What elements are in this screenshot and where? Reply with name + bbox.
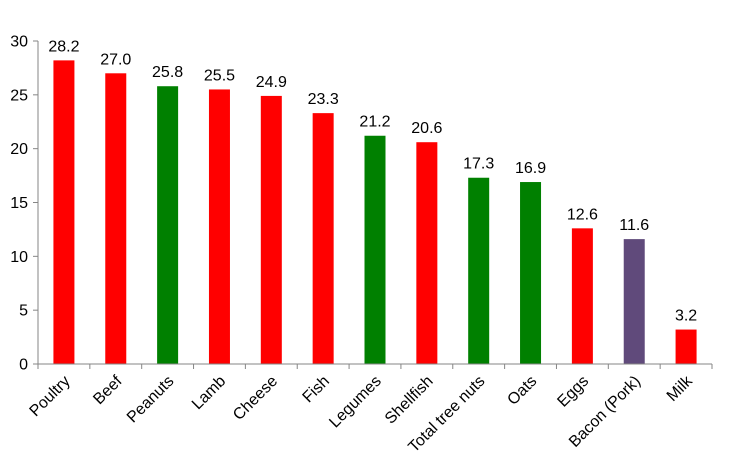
bar: [260, 95, 282, 364]
bar: [675, 329, 697, 364]
data-label: 28.2: [48, 38, 79, 55]
y-tick-label: 15: [10, 195, 28, 212]
x-category-label: Eggs: [554, 373, 592, 411]
bars-group: [53, 60, 697, 365]
x-category-label: Poultry: [27, 373, 74, 420]
bar: [105, 73, 127, 365]
data-label: 3.2: [675, 308, 697, 325]
data-label: 20.6: [411, 120, 442, 137]
bar: [520, 182, 542, 364]
data-label: 25.8: [152, 64, 183, 81]
bar: [312, 113, 334, 365]
x-category-label: Milk: [664, 372, 697, 405]
y-axis: 0 5 10 15 20 25 30: [10, 34, 39, 374]
x-category-label: Beef: [90, 372, 126, 408]
x-category-label: Oats: [504, 373, 540, 409]
bar: [571, 228, 593, 364]
bar: [623, 239, 645, 364]
bar: [53, 60, 75, 364]
y-tick-label: 20: [10, 141, 28, 158]
x-category-label: Peanuts: [124, 373, 178, 427]
bar: [416, 142, 438, 364]
data-label: 12.6: [567, 206, 598, 223]
data-label: 25.5: [204, 67, 235, 84]
data-label: 23.3: [308, 91, 339, 108]
bar: [157, 86, 179, 364]
y-tick-label: 30: [10, 34, 28, 51]
y-tick-label: 0: [19, 357, 28, 374]
data-label: 27.0: [100, 51, 131, 68]
x-category-label: Legumes: [326, 373, 385, 432]
data-label: 11.6: [619, 217, 649, 234]
x-category-label: Cheese: [230, 373, 281, 424]
bar: [468, 177, 490, 364]
data-label: 21.2: [359, 114, 390, 131]
x-category-label: Lamb: [189, 373, 229, 413]
data-label: 16.9: [515, 160, 546, 177]
y-tick-label: 5: [19, 303, 28, 320]
bar: [208, 89, 230, 364]
data-label: 17.3: [463, 156, 494, 173]
data-labels-group: 28.2 27.0 25.8 25.5 24.9 23.3 21.2 20.6 17.3 16.9…: [48, 38, 697, 324]
data-label: 24.9: [256, 74, 287, 91]
bar: [364, 135, 386, 364]
y-tick-label: 10: [10, 249, 28, 266]
x-category-label: Fish: [300, 373, 333, 406]
x-category-label: Shellfish: [382, 373, 437, 428]
y-tick-label: 25: [10, 87, 28, 104]
